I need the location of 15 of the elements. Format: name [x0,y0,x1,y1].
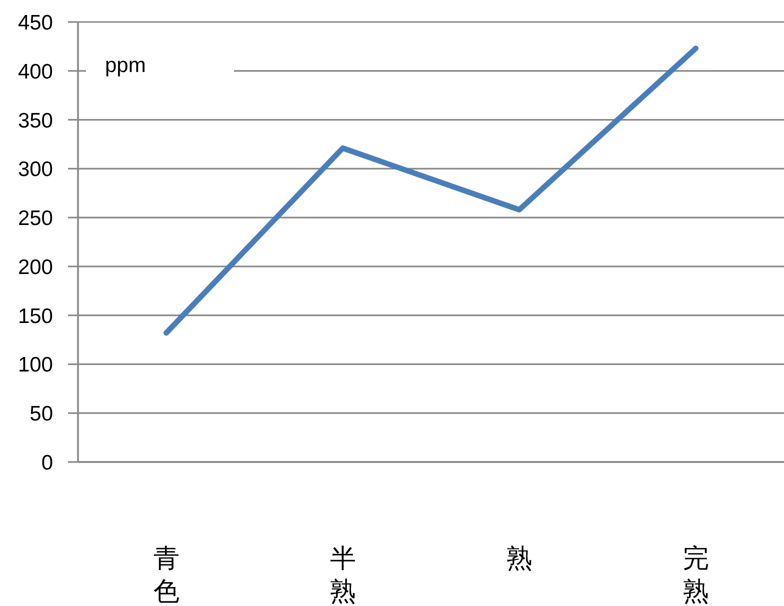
x-tick-label: 熟 [506,543,532,573]
y-tick-label: 400 [18,60,53,84]
y-tick-label: 150 [18,304,53,328]
x-tick-label: 半熟 [330,543,356,606]
y-tick-label: 450 [18,12,53,34]
y-tick-label: 100 [18,354,53,377]
y-tick-label: 250 [18,207,53,230]
y-axis-title: ppm [105,54,146,77]
y-tick-label: 200 [18,256,53,279]
x-tick-label: 完熟 [682,543,709,606]
y-tick-label: 350 [18,109,53,132]
y-tick-label: 50 [30,402,53,426]
y-tick-label: 0 [41,452,53,474]
x-tick-label: 青色 [153,543,180,606]
y-tick-label: 300 [18,158,53,182]
